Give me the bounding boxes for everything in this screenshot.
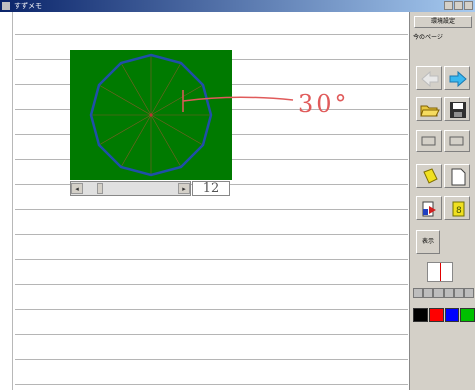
arrow-left-icon <box>421 70 439 88</box>
maximize-button[interactable] <box>454 1 463 10</box>
forward-button[interactable] <box>444 66 470 90</box>
ruled-line <box>15 334 408 335</box>
recycle-icon <box>422 201 436 217</box>
width-option[interactable] <box>423 288 434 298</box>
polygon-figure <box>89 53 213 177</box>
copy-button[interactable] <box>416 130 442 152</box>
highlighter-button[interactable] <box>416 164 442 188</box>
open-folder-icon <box>420 105 440 117</box>
ruled-line <box>15 209 408 210</box>
open-button[interactable] <box>416 97 442 121</box>
scroll-right-icon[interactable]: ▸ <box>178 183 190 194</box>
scroll-left-icon[interactable]: ◂ <box>71 183 83 194</box>
page-label: 今のページ <box>413 34 443 41</box>
copy-icon <box>421 136 436 146</box>
paste-button[interactable] <box>444 130 470 152</box>
arrow-right-icon <box>449 70 467 88</box>
segment-scrollbar[interactable]: ◂ ▸ <box>70 181 191 196</box>
save-disk-icon <box>450 102 466 118</box>
window-title: すずメモ <box>14 2 42 10</box>
width-option[interactable] <box>443 288 454 298</box>
ruled-line <box>15 34 408 35</box>
document-button[interactable]: 8 <box>444 196 470 220</box>
ruled-line <box>15 309 408 310</box>
color-swatch[interactable] <box>444 308 460 322</box>
title-bar: すずメモ <box>0 0 475 12</box>
minimize-button[interactable] <box>444 1 453 10</box>
segment-count[interactable]: 12 <box>192 181 230 196</box>
ruled-line <box>15 359 408 360</box>
svg-text:8: 8 <box>456 206 462 216</box>
ruled-line <box>15 284 408 285</box>
angle-label: 30° <box>298 90 350 118</box>
ruled-line <box>15 384 408 385</box>
app-icon <box>2 2 10 10</box>
width-option[interactable] <box>413 288 424 298</box>
back-button[interactable] <box>416 66 442 90</box>
env-settings-button[interactable]: 環境設定 <box>414 16 472 28</box>
document-icon: 8 <box>452 201 465 217</box>
color-swatch[interactable] <box>460 308 475 322</box>
scroll-thumb[interactable] <box>97 183 103 194</box>
close-button[interactable] <box>464 1 473 10</box>
line-width-selector[interactable] <box>413 288 475 298</box>
ruled-line <box>15 234 408 235</box>
new-page-icon <box>451 168 466 186</box>
display-button[interactable]: 表示 <box>416 230 440 254</box>
save-button[interactable] <box>444 97 470 121</box>
polygon-canvas[interactable] <box>70 50 232 180</box>
color-swatch[interactable] <box>413 308 428 322</box>
color-swatch[interactable] <box>428 308 444 322</box>
paste-icon <box>449 136 464 146</box>
polygon-tool-widget[interactable]: ◂ ▸ 12 <box>70 50 232 200</box>
line-preview <box>427 262 453 282</box>
ruled-line <box>15 259 408 260</box>
tool-sidebar: 環境設定 今のページ <box>409 12 475 390</box>
new-page-button[interactable] <box>444 164 470 188</box>
highlighter-icon <box>423 168 438 184</box>
width-option[interactable] <box>453 288 464 298</box>
angle-arrow <box>182 90 294 112</box>
window-controls <box>444 1 473 10</box>
width-option[interactable] <box>433 288 444 298</box>
width-option[interactable] <box>463 288 475 298</box>
color-palette <box>413 308 475 322</box>
recycle-button[interactable] <box>416 196 442 220</box>
